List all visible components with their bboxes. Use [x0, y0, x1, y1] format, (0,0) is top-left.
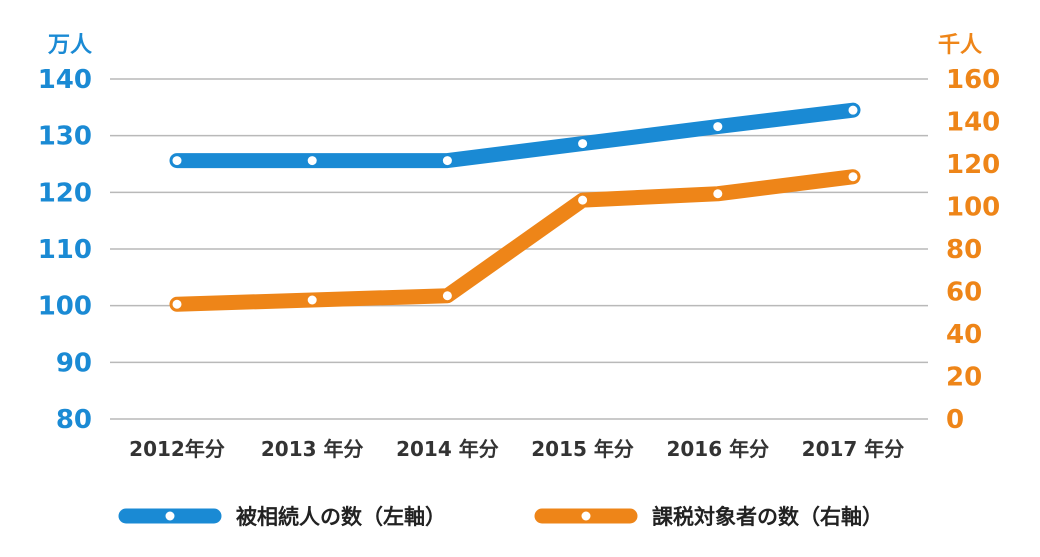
right-tick-label: 100	[946, 193, 1000, 223]
data-point	[848, 172, 858, 182]
series-line	[169, 169, 861, 312]
x-tick-label: 2013 年分	[261, 437, 364, 461]
series-1	[169, 102, 861, 169]
x-tick-label: 2014 年分	[396, 437, 499, 461]
right-tick-label: 40	[946, 320, 982, 350]
x-tick-label: 2016 年分	[666, 437, 769, 461]
left-tick-label: 140	[38, 65, 92, 95]
data-point	[578, 195, 588, 205]
data-point	[307, 295, 317, 305]
series-lines	[169, 102, 861, 312]
data-point	[578, 139, 588, 149]
data-point	[172, 299, 182, 309]
left-tick-label: 110	[38, 235, 92, 265]
right-tick-label: 140	[946, 108, 1000, 138]
x-tick-label: 2017 年分	[802, 437, 905, 461]
right-tick-label: 120	[946, 150, 1000, 180]
right-axis-unit: 千人	[938, 33, 982, 58]
right-axis-ticks: 0 20 40 60 80 100 120 140 160	[946, 65, 1000, 435]
data-point	[848, 105, 858, 115]
left-tick-label: 80	[56, 405, 92, 435]
right-tick-label: 20	[946, 363, 982, 393]
legend: 被相続人の数（左軸） 課税対象者の数（右軸）	[118, 505, 883, 529]
data-point	[713, 122, 723, 132]
left-axis-ticks: 80 90 100 110 120 130 140	[38, 65, 92, 435]
data-point	[307, 156, 317, 166]
data-point	[713, 189, 723, 199]
left-tick-label: 90	[56, 348, 92, 378]
left-tick-label: 130	[38, 122, 92, 152]
legend-item: 被相続人の数（左軸）	[118, 505, 446, 529]
data-point	[172, 156, 182, 166]
legend-marker	[581, 511, 591, 521]
series-2	[169, 169, 861, 312]
right-tick-label: 80	[946, 235, 982, 265]
left-axis-unit: 万人	[47, 33, 92, 58]
data-point	[442, 156, 452, 166]
x-tick-label: 2015 年分	[531, 437, 634, 461]
right-tick-label: 60	[946, 278, 982, 308]
right-tick-label: 0	[946, 405, 964, 435]
x-axis-ticks: 2012年分 2013 年分 2014 年分 2015 年分 2016 年分 2017 年…	[129, 437, 904, 461]
legend-label: 課税対象者の数（右軸）	[652, 505, 883, 529]
left-tick-label: 100	[38, 292, 92, 322]
x-tick-label: 2012年分	[129, 437, 225, 461]
legend-label: 被相続人の数（左軸）	[236, 505, 446, 529]
legend-marker	[165, 511, 175, 521]
legend-item: 課税対象者の数（右軸）	[534, 505, 883, 529]
data-point	[442, 291, 452, 301]
left-tick-label: 120	[38, 178, 92, 208]
series-line	[169, 102, 861, 169]
right-tick-label: 160	[946, 65, 1000, 95]
